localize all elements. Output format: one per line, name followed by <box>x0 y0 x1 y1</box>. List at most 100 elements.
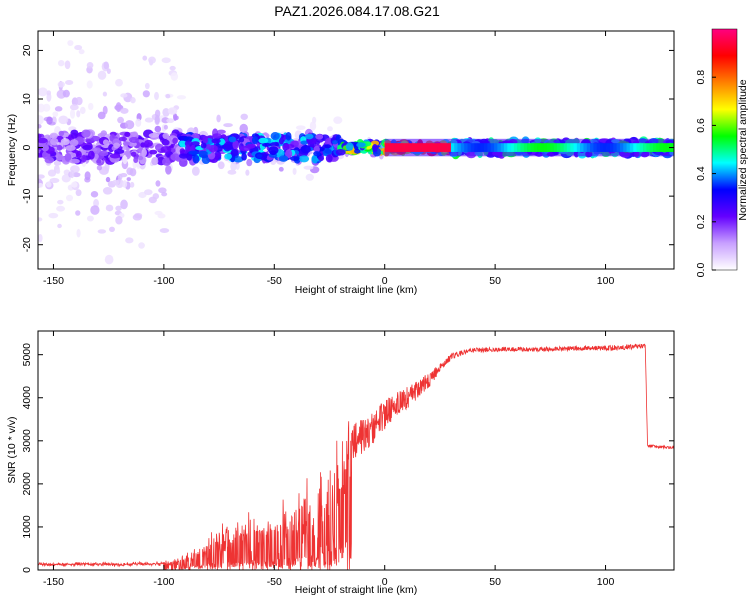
spectrogram-band-core <box>427 143 432 152</box>
spectrogram-band-core <box>556 143 561 152</box>
spectrogram-core <box>98 150 109 157</box>
spectrogram-blob <box>174 115 179 121</box>
colorbar-tick-label: 0.8 <box>695 70 707 85</box>
spectrogram-band-core <box>464 143 468 152</box>
spectrogram-blob <box>165 94 171 99</box>
spectrogram-x-tick-label: -50 <box>267 275 282 287</box>
spectrogram-blob <box>130 97 136 104</box>
spectrogram-core <box>356 142 366 148</box>
spectrogram-blob <box>57 199 64 205</box>
snr-y-tick-label: 0 <box>21 567 33 573</box>
spectrogram-blob <box>117 173 123 181</box>
spectrogram-blob <box>38 115 44 125</box>
spectrogram-band-core <box>384 143 389 152</box>
spectrogram-y-tick-label: 10 <box>21 93 33 105</box>
colorbar-tick-label: 0.4 <box>695 166 707 181</box>
spectrogram-band-core <box>623 143 627 152</box>
spectrogram-band-core <box>480 143 485 152</box>
spectrogram-blob <box>102 186 113 195</box>
spectrogram-blob <box>75 96 83 106</box>
spectrogram-band-core <box>437 143 442 152</box>
spectrogram-core <box>76 150 82 159</box>
spectrogram-band-core <box>596 143 601 152</box>
spectrogram-x-tick-label: 0 <box>382 275 388 287</box>
spectrogram-core <box>331 140 338 145</box>
spectrogram-blob <box>86 215 94 222</box>
spectrogram-band-core <box>490 143 495 152</box>
spectrogram-core <box>130 151 137 157</box>
spectrogram-band-core <box>450 143 455 152</box>
spectrogram-blob <box>71 181 78 188</box>
spectrogram-blob <box>57 223 62 229</box>
spectrogram-band-core <box>494 143 498 152</box>
spectrogram-band-core <box>533 143 538 152</box>
spectrogram-blob <box>102 91 108 97</box>
spectrogram-band-core <box>447 143 452 152</box>
spectrogram-band-core <box>547 143 551 152</box>
spectrogram-band-core <box>477 143 481 152</box>
spectrogram-band-core <box>659 143 664 152</box>
spectrogram-band-core <box>600 143 604 152</box>
spectrogram-blob <box>155 180 161 187</box>
spectrogram-band-core <box>411 143 415 152</box>
spectrogram-band-core <box>550 143 554 152</box>
spectrogram-core <box>205 143 212 150</box>
spectrogram-core <box>64 152 72 162</box>
snr-x-tick-label: -150 <box>43 576 64 588</box>
spectrogram-blob <box>42 103 51 112</box>
snr-y-tick-label: 3000 <box>21 429 33 453</box>
spectrogram-blob <box>86 62 94 69</box>
spectrogram-band-core <box>404 143 409 152</box>
spectrogram-blob <box>103 61 109 70</box>
spectrogram-blob <box>117 116 124 124</box>
snr-x-tick-label: 0 <box>382 576 388 588</box>
spectrogram-blob <box>135 118 142 127</box>
spectrogram-blob <box>69 169 75 179</box>
spectrogram-blob <box>97 111 106 120</box>
spectrogram-band-core <box>520 143 525 152</box>
spectrogram-blob <box>70 108 76 119</box>
spectrogram-core <box>262 142 271 147</box>
spectrogram-band-core <box>666 143 670 152</box>
spectrogram-core <box>93 153 99 160</box>
spectrogram-blob <box>79 106 86 115</box>
spectrogram-core <box>185 144 191 152</box>
spectrogram-band-core <box>527 143 531 152</box>
snr-x-tick-label: 50 <box>489 576 501 588</box>
spectrogram-band-core <box>444 143 448 152</box>
spectrogram-core <box>278 155 289 162</box>
spectrogram-core <box>70 132 78 139</box>
spectrogram-core <box>270 132 280 140</box>
spectrogram-core <box>313 151 321 157</box>
spectrogram-core <box>200 142 207 149</box>
spectrogram-band-core <box>570 143 574 152</box>
colorbar-gradient <box>711 28 738 271</box>
spectrogram-band-core <box>388 143 392 152</box>
colorbar-ticks: 0.0 0.2 0.4 0.6 0.8 <box>695 70 716 277</box>
spectrogram-heatmap <box>38 40 674 265</box>
spectrogram-band-core <box>583 143 587 152</box>
spectrogram-blob <box>278 166 284 172</box>
spectrogram-band-core <box>573 143 578 152</box>
spectrogram-core <box>220 134 227 139</box>
spectrogram-core <box>121 146 127 151</box>
spectrogram-blob <box>46 181 52 188</box>
spectrogram-core <box>300 145 311 154</box>
colorbar-tick-label: 0.6 <box>695 118 707 133</box>
spectrogram-core <box>87 150 95 160</box>
spectrogram-blob <box>64 60 71 70</box>
spectrogram-band-core <box>523 143 528 152</box>
spectrogram-blob <box>246 158 253 167</box>
spectrogram-y-tick-label: -20 <box>21 237 33 252</box>
spectrogram-core <box>197 150 208 156</box>
spectrogram-band-core <box>633 143 637 152</box>
spectrogram-blob <box>115 78 123 87</box>
spectrogram-core <box>114 149 125 154</box>
spectrogram-blob <box>122 154 128 165</box>
spectrogram-core <box>230 149 239 157</box>
spectrogram-blob <box>112 179 120 185</box>
spectrogram-x-tick-label: -150 <box>43 275 64 287</box>
spectrogram-core <box>238 136 245 143</box>
